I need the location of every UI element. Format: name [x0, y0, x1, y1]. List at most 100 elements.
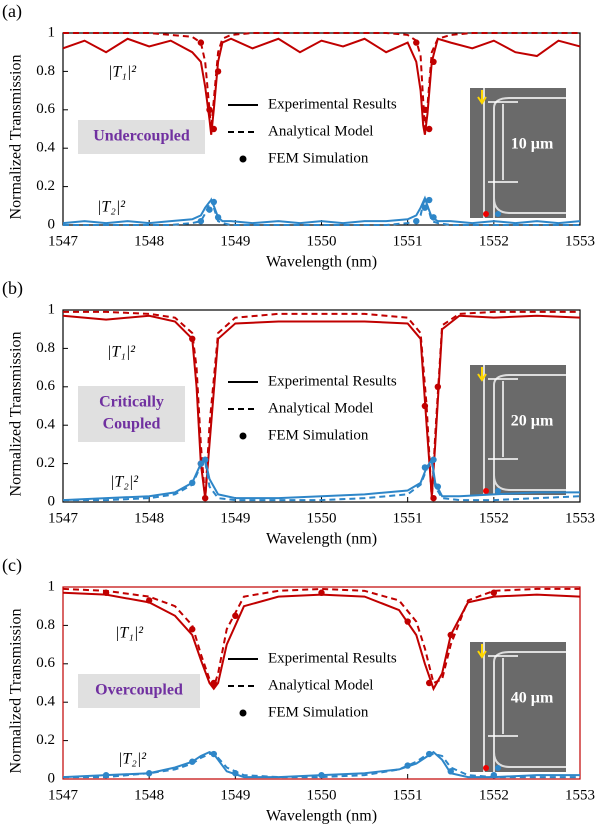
y-tick-label: 0 — [48, 770, 56, 786]
fem-point — [102, 771, 110, 779]
inset-waveguide — [483, 365, 566, 495]
inset-arrow — [477, 644, 487, 659]
y-tick-label: 0.4 — [36, 140, 55, 156]
y-axis-label: Normalized Transmission — [8, 55, 25, 220]
fem-point — [434, 483, 442, 490]
fem-point — [210, 679, 217, 687]
inset-dot — [483, 211, 489, 217]
inset-scale-bar — [488, 378, 518, 460]
inset-image — [470, 88, 566, 218]
fem-point — [232, 612, 239, 619]
fem-point — [413, 217, 420, 225]
fem-point — [214, 68, 222, 75]
x-tick-label: 1551 — [393, 787, 423, 803]
fem-point — [214, 214, 222, 221]
analytical-line — [62, 587, 580, 690]
state-box — [78, 120, 205, 154]
fem-point — [318, 589, 325, 596]
legend-label: FEM Simulation — [268, 704, 369, 720]
state-label: Overcoupled — [95, 682, 183, 699]
y-tick-label: 0.2 — [36, 178, 55, 194]
inset-dot — [483, 765, 489, 771]
fem-point — [430, 494, 437, 502]
x-tick-label: 1551 — [393, 233, 423, 249]
fem-point — [145, 770, 153, 777]
x-tick-label: 1550 — [307, 233, 337, 249]
state-box — [78, 386, 185, 442]
y-tick-label: 0.4 — [36, 417, 55, 433]
fem-point — [430, 58, 437, 65]
fem-point — [421, 464, 429, 471]
inset-dot — [495, 211, 501, 217]
panel-label: (a) — [2, 1, 22, 22]
x-tick-label: 1552 — [479, 233, 509, 249]
panel-label: (c) — [2, 555, 22, 576]
y-tick-label: 0 — [48, 493, 56, 509]
experimental-line — [62, 314, 581, 499]
scale-label: 10 µm — [511, 136, 554, 153]
fem-point — [404, 618, 411, 625]
y-tick-label: 0.6 — [36, 378, 55, 394]
x-axis-label: Wavelength (nm) — [266, 254, 377, 271]
inset-waveguide — [483, 642, 566, 772]
plot-frame — [62, 32, 581, 226]
experimental-line — [62, 591, 581, 692]
fem-point — [102, 589, 110, 596]
y-tick-label: 0.2 — [36, 455, 55, 471]
inset-dot — [495, 488, 501, 494]
fem-point — [404, 762, 411, 769]
plot-frame — [62, 586, 581, 780]
legend-symbol — [239, 155, 247, 163]
fem-point — [210, 198, 217, 206]
state-label: Coupled — [103, 416, 161, 433]
x-tick-label: 1548 — [134, 233, 164, 249]
x-tick-label: 1553 — [565, 510, 595, 526]
x-tick-label: 1550 — [307, 787, 337, 803]
fem-point — [145, 597, 153, 604]
experimental-line — [62, 37, 581, 135]
legend-label: FEM Simulation — [268, 150, 369, 166]
x-tick-label: 1548 — [134, 787, 164, 803]
state-box — [78, 674, 200, 708]
fem-point — [189, 479, 196, 486]
legend-symbol — [239, 432, 247, 440]
x-tick-label: 1552 — [479, 510, 509, 526]
legend-label: Analytical Model — [268, 123, 373, 139]
inset-arrow — [477, 90, 487, 105]
fem-point — [206, 106, 213, 114]
legend-label: Analytical Model — [268, 400, 373, 416]
panel-label: (b) — [2, 278, 23, 299]
x-tick-label: 1550 — [307, 510, 337, 526]
x-tick-label: 1549 — [220, 787, 250, 803]
fem-point — [421, 402, 429, 410]
curve-label: |T₂|² — [110, 474, 139, 491]
legend-symbol — [239, 709, 247, 717]
x-tick-label: 1549 — [220, 510, 250, 526]
fem-point — [426, 750, 433, 758]
y-tick-label: 0.4 — [36, 694, 55, 710]
fem-point — [197, 39, 205, 46]
y-tick-label: 0.8 — [36, 63, 55, 79]
fem-point — [421, 106, 429, 114]
y-tick-label: 0.6 — [36, 655, 55, 671]
curve-label: |T₂|² — [97, 199, 126, 216]
fem-point — [201, 494, 209, 502]
y-axis-label: Normalized Transmission — [8, 332, 25, 497]
fem-point — [426, 679, 433, 687]
fem-point — [189, 758, 196, 765]
plot-frame — [62, 309, 581, 503]
inset-scale-bar — [488, 101, 518, 183]
analytical-line — [63, 458, 581, 502]
x-tick-label: 1552 — [479, 787, 509, 803]
inset-image — [470, 365, 566, 495]
x-tick-label: 1551 — [393, 510, 423, 526]
fem-point — [197, 460, 205, 467]
legend-label: Experimental Results — [268, 373, 397, 389]
inset-arrow — [477, 367, 487, 382]
curve-label: |T₂|² — [118, 751, 147, 768]
fem-point — [189, 626, 196, 633]
x-tick-label: 1549 — [220, 233, 250, 249]
fem-point — [447, 631, 454, 639]
fem-point — [490, 771, 498, 779]
